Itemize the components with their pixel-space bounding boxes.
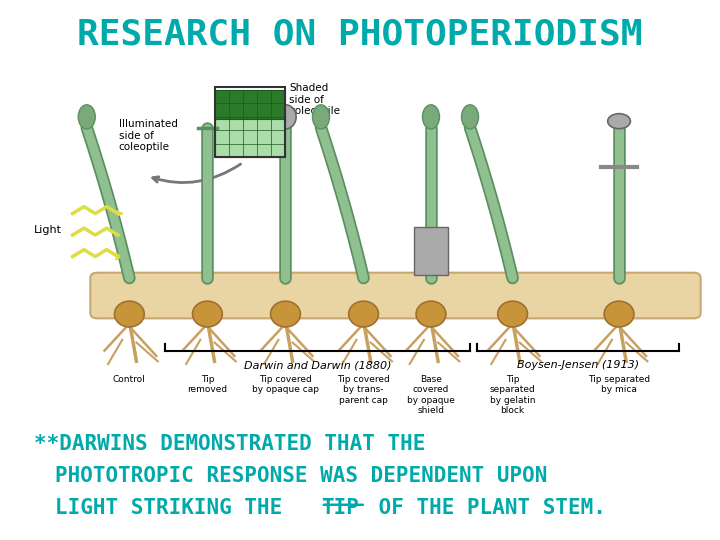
Ellipse shape [348, 301, 379, 327]
Text: Base
covered
by opaque
shield: Base covered by opaque shield [407, 375, 455, 415]
Text: Tip separated
by mica: Tip separated by mica [588, 375, 650, 394]
Ellipse shape [462, 105, 479, 129]
Ellipse shape [192, 301, 222, 327]
Text: TIP: TIP [321, 498, 359, 518]
FancyBboxPatch shape [414, 227, 448, 275]
Bar [215, 87, 285, 157]
Bar [215, 119, 285, 157]
Text: Light: Light [34, 225, 61, 235]
FancyBboxPatch shape [90, 273, 701, 319]
Text: Tip
removed: Tip removed [187, 375, 228, 394]
Ellipse shape [275, 105, 296, 129]
Text: Tip
separated
by gelatin
block: Tip separated by gelatin block [490, 375, 536, 415]
Text: Boysen-Jensen (1913): Boysen-Jensen (1913) [517, 360, 639, 370]
Ellipse shape [498, 301, 528, 327]
Text: Control: Control [113, 375, 145, 384]
Text: Shaded
side of
coleoptile: Shaded side of coleoptile [289, 83, 340, 116]
Text: Darwin and Darwin (1880): Darwin and Darwin (1880) [243, 360, 391, 370]
Ellipse shape [604, 301, 634, 327]
Bar [215, 90, 285, 122]
Text: Tip covered
by trans-
parent cap: Tip covered by trans- parent cap [337, 375, 390, 404]
Text: Tip covered
by opaque cap: Tip covered by opaque cap [252, 375, 319, 394]
Ellipse shape [423, 105, 439, 129]
Text: **DARWINS DEMONSTRATED THAT THE: **DARWINS DEMONSTRATED THAT THE [34, 434, 425, 454]
Text: PHOTOTROPIC RESPONSE WAS DEPENDENT UPON: PHOTOTROPIC RESPONSE WAS DEPENDENT UPON [55, 466, 547, 486]
Text: OF THE PLANT STEM.: OF THE PLANT STEM. [366, 498, 606, 518]
Text: RESEARCH ON PHOTOPERIODISM: RESEARCH ON PHOTOPERIODISM [77, 17, 643, 51]
Ellipse shape [416, 301, 446, 327]
Text: LIGHT STRIKING THE: LIGHT STRIKING THE [55, 498, 294, 518]
Text: Illuminated
side of
coleoptile: Illuminated side of coleoptile [119, 119, 178, 152]
Ellipse shape [608, 113, 631, 129]
Ellipse shape [271, 301, 300, 327]
Ellipse shape [312, 105, 330, 129]
Ellipse shape [78, 105, 95, 129]
Ellipse shape [114, 301, 144, 327]
